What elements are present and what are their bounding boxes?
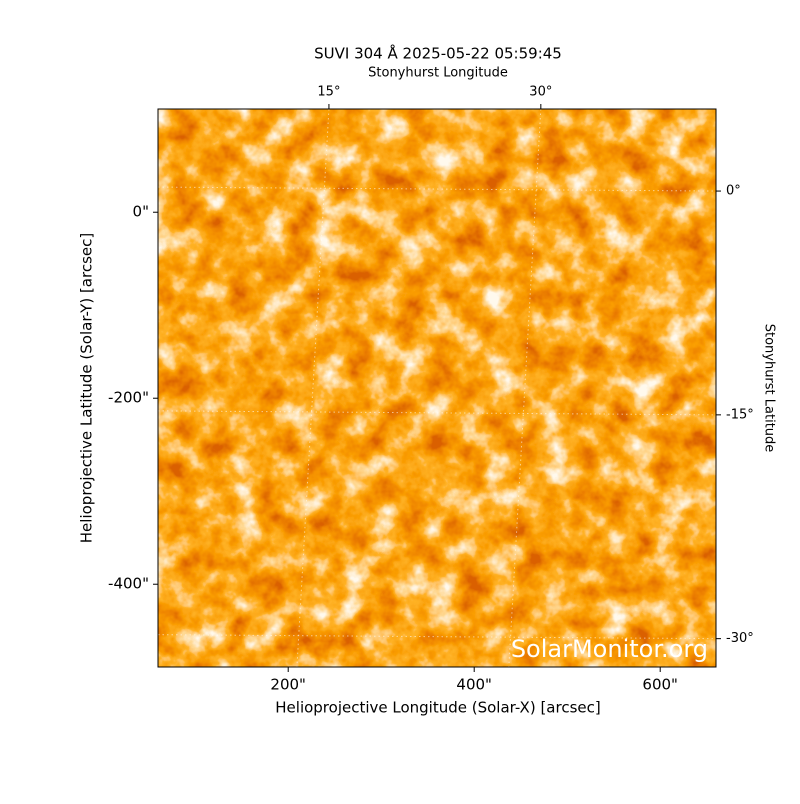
right-tick-label: -15°	[726, 407, 754, 422]
longitude-grid-line	[296, 108, 330, 668]
latitude-grid-line	[157, 186, 717, 192]
plot-frame	[157, 108, 717, 668]
y-tick-label: -200"	[108, 389, 149, 407]
right-tick-label: -30°	[726, 631, 754, 646]
x-tick-label: 600"	[642, 676, 678, 694]
solar-image	[158, 109, 716, 667]
y-tick-label: 0"	[133, 203, 149, 221]
chart-title: SUVI 304 Å 2025-05-22 05:59:45	[314, 44, 562, 63]
right-tick-label: 0°	[726, 184, 741, 199]
latitude-grid-line	[157, 410, 717, 416]
x-axis-label: Helioprojective Longitude (Solar-X) [arc…	[275, 699, 600, 717]
top-tick-label: 30°	[529, 85, 552, 100]
top-tick-label: 15°	[317, 85, 340, 100]
longitude-grid-line	[508, 108, 542, 668]
x-tick-label: 200"	[270, 676, 306, 694]
watermark: SolarMonitor.org	[511, 635, 708, 663]
latitude-grid-line	[157, 634, 717, 640]
y-axis-label: Helioprojective Latitude (Solar-Y) [arcs…	[78, 233, 96, 543]
top-axis-label: Stonyhurst Longitude	[368, 66, 508, 81]
right-axis-label: Stonyhurst Latitude	[762, 324, 777, 453]
y-tick-label: -400"	[108, 575, 149, 593]
x-tick-label: 400"	[456, 676, 492, 694]
